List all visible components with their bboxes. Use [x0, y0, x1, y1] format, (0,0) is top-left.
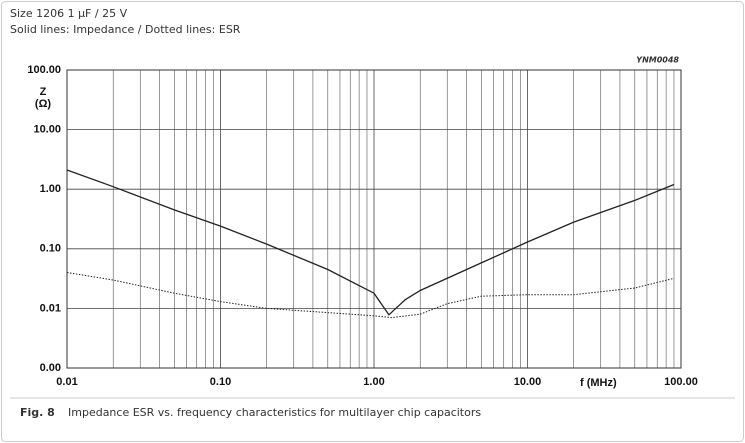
y-tick-label: 0.01 [40, 302, 61, 314]
series-line [66, 272, 675, 319]
caption: Impedance ESR vs. frequency characterist… [68, 406, 481, 419]
x-tick-label: 100.00 [664, 376, 698, 388]
x-tick-label: 1.00 [363, 376, 384, 388]
figure-code: YNM0048 [636, 56, 679, 65]
caption-label: Fig. 8 [20, 406, 55, 419]
x-tick-label: 0.01 [56, 376, 77, 388]
y-tick-label: 0.00 [40, 362, 61, 374]
y-tick-label: 0.10 [40, 243, 61, 255]
y-tick-label: 100.00 [27, 64, 61, 76]
plot-frame [66, 69, 682, 369]
y-tick-label: 1.00 [40, 183, 61, 195]
y-axis-unit: (Ω) [35, 98, 51, 110]
x-tick-label: 10.00 [514, 376, 542, 388]
x-axis-label: f (MHz) [580, 377, 617, 389]
subtitle-line: Solid lines: Impedance / Dotted lines: E… [10, 23, 241, 36]
series-line [66, 169, 675, 316]
subtitle-line: Size 1206 1 µF / 25 V [10, 7, 128, 20]
y-axis-label: Z [40, 86, 47, 98]
y-tick-label: 10.00 [33, 124, 61, 136]
x-tick-label: 0.10 [210, 376, 231, 388]
